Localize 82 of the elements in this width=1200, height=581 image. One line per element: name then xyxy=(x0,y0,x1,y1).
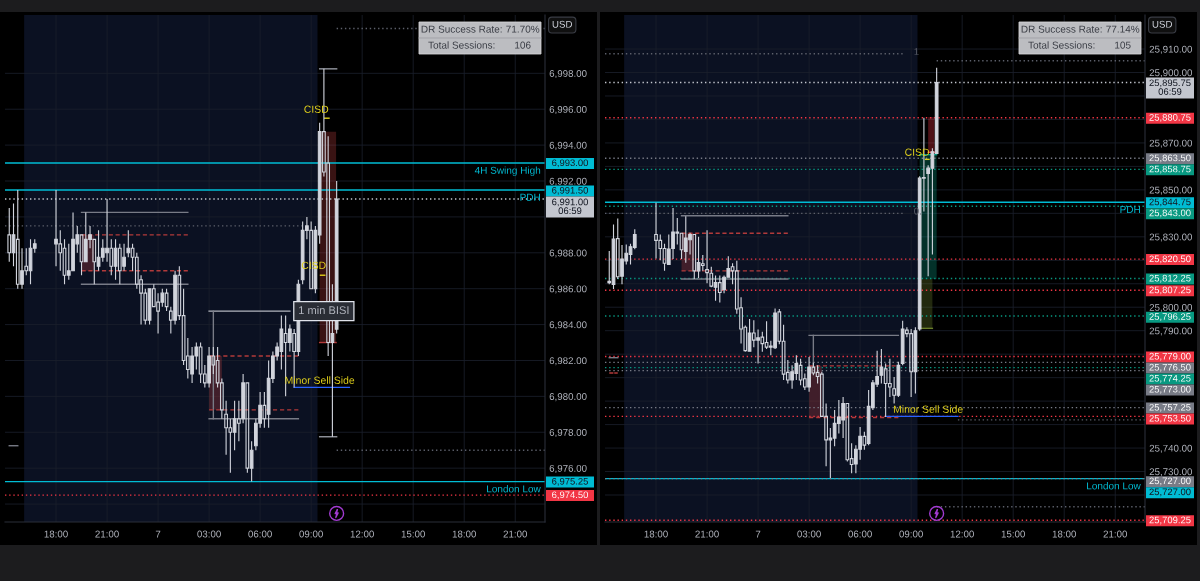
y-tick-label: 6,998.00 xyxy=(549,70,587,79)
ref-line-label: 25,753.50 xyxy=(1149,414,1191,423)
ref-line-label: 25,709.25 xyxy=(1149,516,1191,525)
ref-line-label: 6,975.25 xyxy=(552,477,588,486)
y-tick-label: 6,980.00 xyxy=(549,393,587,402)
y-axis-title: USD xyxy=(1152,20,1173,28)
x-tick-label: 18:00 xyxy=(452,530,476,538)
y-tick-label: 6,988.00 xyxy=(549,249,587,258)
ref-line-label: 25,844.75 xyxy=(1149,198,1191,207)
x-tick-label: 7 xyxy=(155,530,161,538)
annotation: London Low xyxy=(1087,482,1141,490)
y-tick-label: 6,978.00 xyxy=(549,429,587,438)
ref-line-label: 25,774.25 xyxy=(1149,374,1191,383)
annotation: DR Success Rate: xyxy=(1021,25,1102,33)
annotation: 4H Swing High xyxy=(474,166,541,176)
x-tick-label: 03:00 xyxy=(197,530,221,538)
ref-line-label: 6,974.50 xyxy=(552,491,589,500)
annotation: 71.70% xyxy=(506,25,540,33)
ref-line-label: 6,991.50 xyxy=(552,186,589,195)
x-tick-label: 15:00 xyxy=(401,530,425,538)
ref-line-label: 25,863.50 xyxy=(1149,154,1191,163)
annotation: 105 xyxy=(1115,41,1131,49)
y-tick-label: 6,996.00 xyxy=(549,105,587,114)
x-tick-label: 21:00 xyxy=(1103,530,1128,538)
ref-line-label: 25,727.00 xyxy=(1149,477,1191,486)
x-tick-label: 18:00 xyxy=(1052,530,1076,538)
annotation: Total Sessions: xyxy=(428,41,495,49)
x-tick-label: 21:00 xyxy=(503,530,528,538)
annotation: Total Sessions: xyxy=(1028,41,1095,49)
y-tick-label: 25,870.00 xyxy=(1149,139,1193,148)
y-tick-label: 25,790.00 xyxy=(1149,327,1193,336)
ref-line-label: 25,779.00 xyxy=(1149,352,1191,361)
x-tick-label: 21:00 xyxy=(95,530,119,538)
annotation: Minor Sell Side xyxy=(893,405,963,413)
ref-line-label: 25,776.50 xyxy=(1149,363,1191,372)
x-tick-label: 09:00 xyxy=(299,530,323,538)
x-tick-label: 21:00 xyxy=(695,530,719,538)
x-tick-label: 06:00 xyxy=(248,530,272,538)
y-tick-label: 25,910.00 xyxy=(1149,45,1193,54)
x-tick-label: 15:00 xyxy=(1001,530,1025,538)
ref-line-label: 25,820.50 xyxy=(1149,255,1191,264)
y-tick-label: 25,740.00 xyxy=(1149,444,1193,453)
y-tick-label: 6,982.00 xyxy=(549,357,587,366)
ref-line-label: 25,880.75 xyxy=(1149,114,1191,122)
x-tick-label: 18:00 xyxy=(44,530,68,538)
annotation: PDH xyxy=(520,193,540,201)
y-tick-label: 25,850.00 xyxy=(1149,186,1193,195)
series-label: 1 min BISI xyxy=(299,305,349,315)
ref-line-label: 25,895.75 06:59 xyxy=(1149,79,1191,95)
ref-line-label: 25,812.25 xyxy=(1149,274,1191,283)
x-tick-label: 12:00 xyxy=(950,530,974,538)
ref-line-label: 6,991.00 06:59 xyxy=(552,198,589,215)
x-tick-label: 18:00 xyxy=(644,530,668,538)
y-tick-label: 6,986.00 xyxy=(549,285,587,294)
ref-line-label: 25,843.00 xyxy=(1149,209,1191,218)
y-axis-title: USD xyxy=(552,20,573,28)
annotation: DR Success Rate: xyxy=(421,25,502,33)
y-tick-label: 6,976.00 xyxy=(549,464,587,473)
x-tick-label: 12:00 xyxy=(350,530,374,538)
y-tick-label: 25,830.00 xyxy=(1149,233,1193,242)
ref-line-label: 25,796.25 xyxy=(1149,313,1191,321)
ref-line-label: 25,807.25 xyxy=(1149,286,1191,295)
ref-line-label: 25,727.00 xyxy=(1149,488,1191,497)
x-tick-label: 7 xyxy=(755,530,761,538)
y-tick-label: 6,984.00 xyxy=(549,321,587,330)
annotation: London Low xyxy=(487,485,541,493)
y-tick-label: 6,994.00 xyxy=(549,141,587,150)
x-tick-label: 03:00 xyxy=(797,530,821,538)
ref-line-label: 25,757.25 xyxy=(1149,403,1191,412)
series-label: 1 xyxy=(914,48,919,55)
ref-line-label: 25,858.75 xyxy=(1149,165,1191,174)
y-tick-label: 25,900.00 xyxy=(1149,69,1193,78)
ref-line-label: 6,993.00 xyxy=(552,159,589,168)
y-tick-label: 25,800.00 xyxy=(1149,303,1193,312)
y-tick-label: 6,992.00 xyxy=(549,177,587,186)
x-tick-label: 09:00 xyxy=(899,530,923,538)
ref-line-label: 25,773.00 xyxy=(1149,385,1191,394)
y-tick-label: 25,730.00 xyxy=(1149,468,1193,477)
x-tick-label: 06:00 xyxy=(848,530,872,538)
annotation: 106 xyxy=(515,41,531,49)
annotation: 77.14% xyxy=(1106,25,1140,33)
annotation: PDH xyxy=(1120,206,1140,213)
